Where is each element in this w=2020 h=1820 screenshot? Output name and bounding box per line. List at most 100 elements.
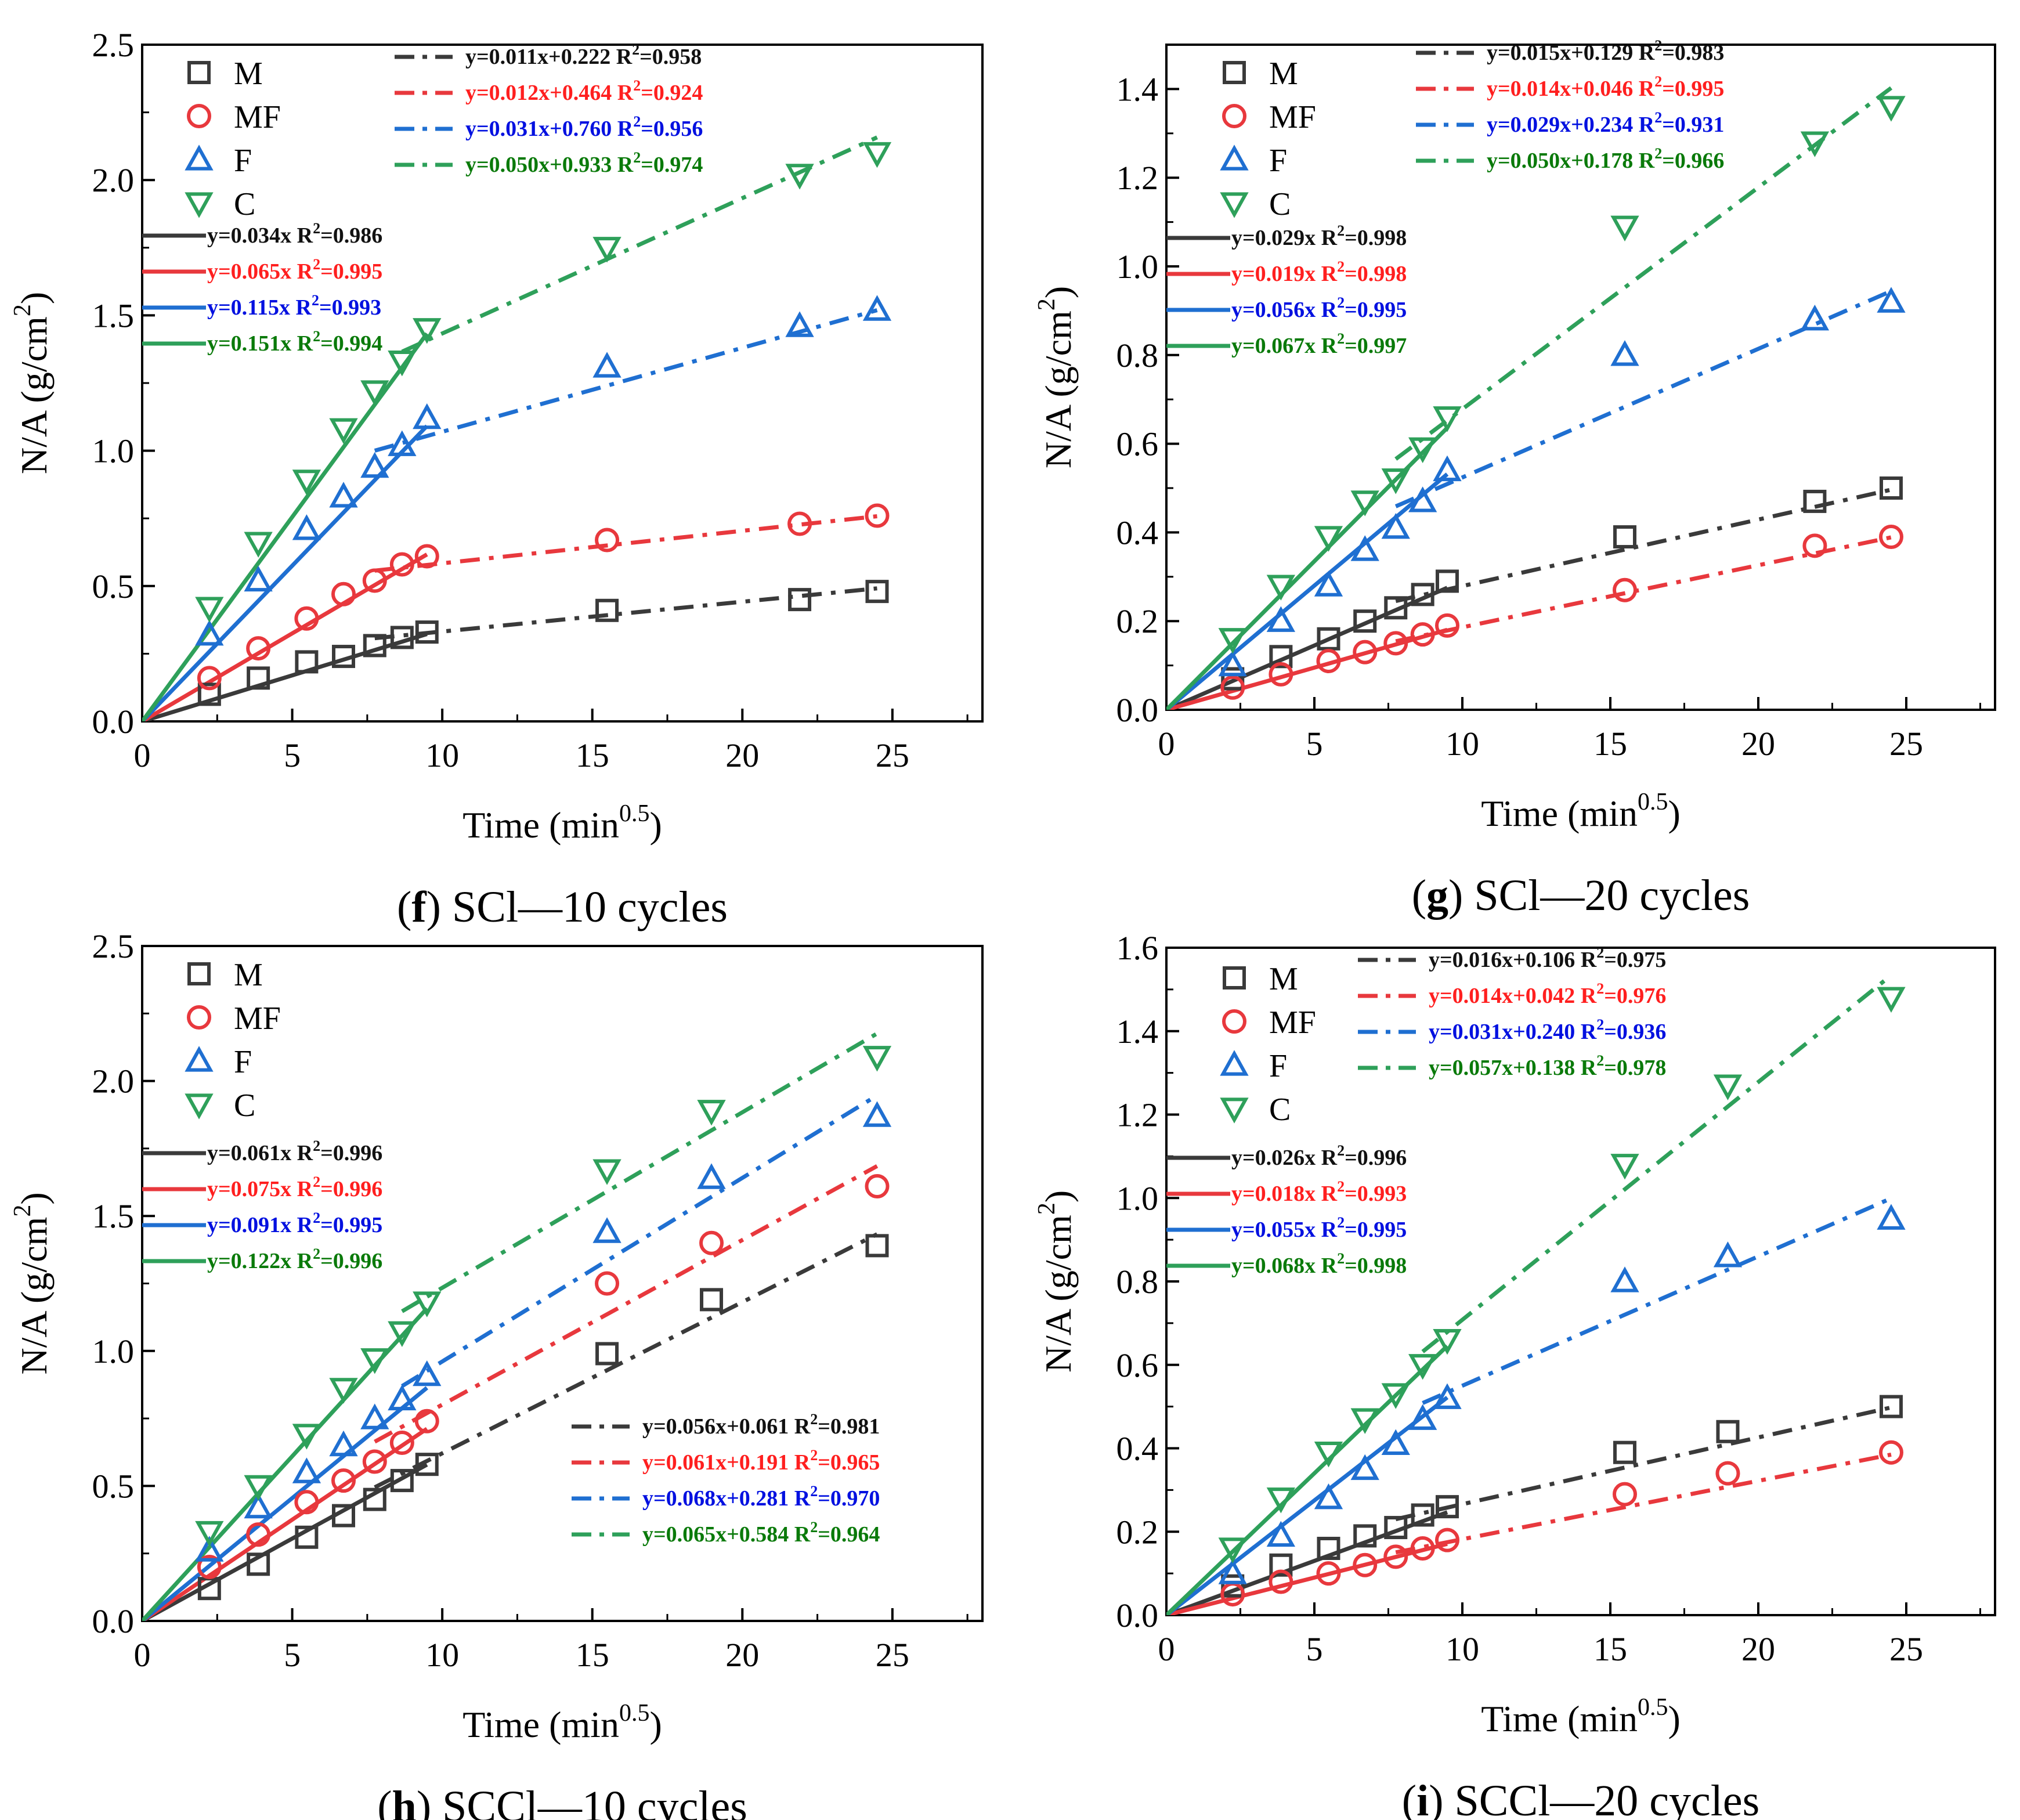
fit-line-linear-C [142, 332, 429, 721]
eq-linear-F: y=0.115x R2=0.993 [207, 292, 381, 320]
fit-line-dashdot-M [374, 1232, 879, 1489]
eq-text: y=0.012x+0.464 R [465, 81, 634, 105]
fit-line-linear-C [1166, 426, 1449, 710]
legend-marker-MF [1222, 1009, 1246, 1034]
data-point-M [1435, 569, 1459, 593]
data-point-MF [595, 1271, 620, 1296]
panel-caption-letter: g [1426, 871, 1448, 920]
panel-caption: (f) SCl—10 cycles [397, 883, 728, 931]
eq-dashdot-F: y=0.068x+0.281 R2=0.970 [642, 1483, 880, 1511]
data-point-F [592, 1217, 621, 1243]
data-point-MF [246, 1522, 271, 1547]
legend-label-M: M [234, 56, 263, 92]
legend-label-F: F [234, 1044, 252, 1080]
data-point-MF [1220, 675, 1245, 700]
eq-sup: 2 [1337, 1214, 1345, 1231]
eq-dashdot-MF: y=0.014x+0.042 R2=0.976 [1429, 980, 1666, 1008]
series-M [1221, 1395, 1903, 1598]
data-point-C [1877, 96, 1906, 122]
data-point-F [388, 430, 417, 456]
data-point-F [1877, 1204, 1906, 1230]
x-tick-label: 20 [725, 736, 759, 774]
x-tick-label: 20 [1741, 1630, 1775, 1668]
y-tick-label: 0.0 [1116, 1597, 1159, 1634]
data-point-MF [246, 636, 271, 661]
fit-lines [1166, 86, 1893, 710]
eq-text: y=0.019x R [1231, 262, 1338, 286]
eq-text: y=0.151x R [207, 331, 313, 356]
chart-panel-g: 0 5 10 15 20 25 0.0 0.2 0.4 0.6 0.8 1.0 1.2 1.4 Time (… [1034, 37, 1996, 920]
y-tick-label: 1.4 [1116, 1013, 1159, 1050]
eq-dashdot-C: y=0.057x+0.138 R2=0.978 [1429, 1052, 1666, 1080]
data-point-C [1350, 490, 1379, 517]
data-point-MF [1612, 1482, 1637, 1507]
data-point-M [1879, 1395, 1903, 1418]
data-point-MF [1434, 1528, 1459, 1552]
eq-r2: =0.974 [641, 153, 703, 177]
data-point-M [1613, 1440, 1636, 1464]
data-point-M [415, 620, 439, 644]
x-tick-label: 0 [1158, 725, 1175, 763]
eq-r2: =0.983 [1662, 41, 1724, 65]
fit-line-dashdot-M [374, 586, 877, 641]
data-point-MF [1353, 1552, 1378, 1577]
fit-line-dashdot-C [1394, 86, 1893, 461]
y-axis-label-close: ) [13, 292, 55, 304]
eq-sup: 2 [313, 1173, 320, 1190]
eq-sup: 2 [313, 328, 320, 345]
eq-text: y=0.026x R [1231, 1146, 1338, 1170]
y-axis-label-sup: 2 [1034, 298, 1060, 310]
eq-linear-F: y=0.056x R2=0.995 [1231, 294, 1407, 322]
data-point-F [1433, 1383, 1462, 1409]
eq-text: y=0.115x R [207, 295, 312, 320]
data-point-C [697, 1100, 726, 1126]
eq-linear-C: y=0.122x R2=0.996 [207, 1245, 382, 1273]
data-point-M [1221, 667, 1245, 691]
eq-text: y=0.031x+0.760 R [465, 117, 634, 141]
panel-caption-title: ) SCCl—10 cycles [417, 1782, 747, 1820]
y-tick-label: 0.4 [1116, 1430, 1159, 1468]
legend-marker-MF [187, 104, 211, 128]
eq-dashdot-M: y=0.011x+0.222 R2=0.958 [465, 41, 702, 69]
data-point-C [292, 470, 321, 496]
eq-sup: 2 [810, 1411, 818, 1428]
eq-dashdot-C: y=0.050x+0.178 R2=0.966 [1487, 145, 1724, 173]
eq-r2: =0.995 [320, 1213, 382, 1237]
eq-text: y=0.011x+0.222 R [465, 45, 633, 69]
fit-line-linear-MF [142, 552, 428, 721]
panel-caption-open: ( [1402, 1776, 1416, 1820]
eq-sup: 2 [1596, 1016, 1604, 1033]
fit-line-dashdot-M [1395, 1405, 1892, 1522]
data-point-F [360, 452, 389, 478]
data-point-F [329, 482, 358, 508]
series-M [197, 580, 889, 706]
data-point-F [360, 1403, 389, 1429]
data-point-MF [1612, 577, 1637, 602]
data-point-MF [1802, 533, 1827, 558]
x-tick-label: 15 [576, 1636, 609, 1674]
y-axis-label-sup: 2 [9, 304, 36, 316]
series-C [1218, 96, 1906, 654]
y-axis-label-text: N/A (g/cm [13, 316, 55, 474]
eq-linear-M: y=0.026x R2=0.996 [1231, 1142, 1407, 1170]
series-M [1221, 476, 1903, 691]
data-point-C [592, 1159, 621, 1185]
x-tick-label: 15 [1593, 725, 1627, 763]
legend-label-MF: MF [1269, 99, 1316, 135]
data-point-M [1803, 489, 1827, 513]
y-axis-label-text: N/A (g/cm [1038, 1215, 1079, 1373]
eq-linear-C: y=0.068x R2=0.998 [1231, 1250, 1407, 1278]
y-tick-label: 0.5 [92, 1467, 135, 1505]
y-tick-label: 1.0 [1116, 248, 1159, 286]
data-point-M [1411, 1503, 1434, 1527]
eq-r2: =0.958 [639, 45, 702, 69]
eq-text: y=0.075x R [207, 1177, 313, 1201]
data-point-C [1218, 628, 1247, 654]
data-point-F [1218, 650, 1247, 677]
y-tick-label: 0.8 [1116, 1263, 1159, 1301]
legend-marker-M [1223, 966, 1246, 990]
eq-text: y=0.061x+0.191 R [642, 1450, 811, 1475]
panel-caption-title: ) SCl—20 cycles [1448, 871, 1750, 920]
y-axis-label-sup: 2 [1034, 1202, 1060, 1215]
